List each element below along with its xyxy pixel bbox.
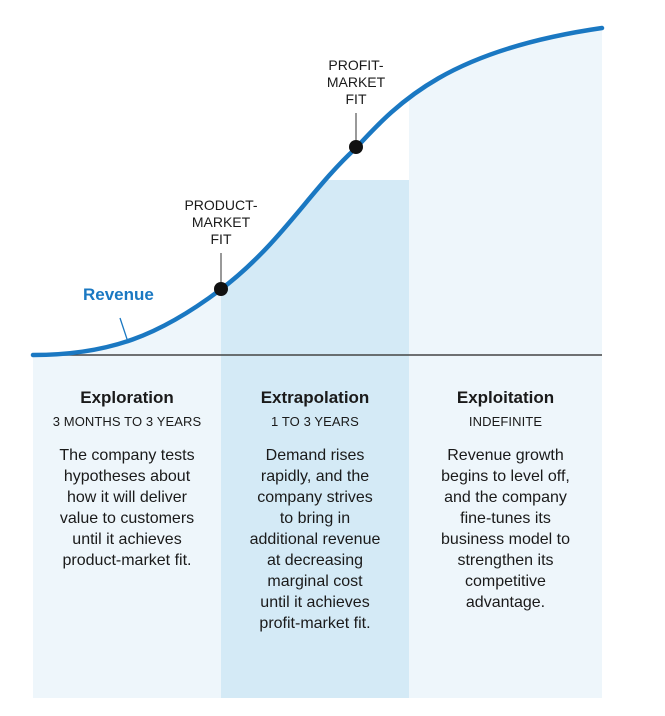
product-market-fit-marker xyxy=(214,282,228,296)
product-market-fit-label: PRODUCT- MARKET FIT xyxy=(184,197,258,247)
phase-title: Extrapolation xyxy=(260,388,370,407)
phase-extrapolation: Extrapolation 1 TO 3 YEARS Demand rises … xyxy=(221,355,409,634)
revenue-label: Revenue xyxy=(83,285,154,304)
revenue-leader-line xyxy=(119,317,129,343)
phase-duration: 3 MONTHS TO 3 YEARS xyxy=(52,414,202,429)
phase-exploration: Exploration 3 MONTHS TO 3 YEARS The comp… xyxy=(33,355,221,571)
phase-exploitation: Exploitation INDEFINITE Revenue growth b… xyxy=(409,355,602,613)
phase-description: Revenue growth begins to level off, and … xyxy=(441,447,570,611)
phase-background-extrapolation xyxy=(221,180,409,698)
phase-title: Exploration xyxy=(80,388,174,407)
phase-background-exploitation xyxy=(409,30,602,698)
phase-duration: 1 TO 3 YEARS xyxy=(271,414,359,429)
profit-market-fit-label: PROFIT- MARKET FIT xyxy=(326,57,386,107)
phase-description: Demand rises rapidly, and the company st… xyxy=(249,447,381,632)
curve-upper-mask xyxy=(33,0,602,355)
phase-title: Exploitation xyxy=(456,388,555,407)
phase-description: The company tests hypotheses about how i… xyxy=(59,447,195,569)
phase-duration: INDEFINITE xyxy=(468,414,543,429)
profit-market-fit-marker xyxy=(349,140,363,154)
revenue-curve xyxy=(30,25,605,358)
